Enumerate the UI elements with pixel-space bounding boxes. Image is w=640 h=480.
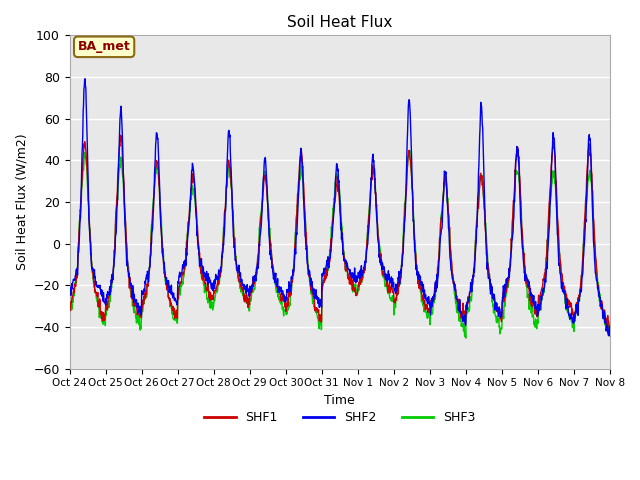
SHF3 [246, 295, 254, 301]
SHF1 [66, 301, 74, 307]
SHF1 [603, 328, 611, 334]
SHF3 [495, 316, 502, 322]
SHF3 [186, 206, 194, 212]
Y-axis label: Soil Heat Flux (W/m2): Soil Heat Flux (W/m2) [15, 133, 28, 270]
SHF2 [66, 285, 74, 291]
SHF1 [173, 312, 181, 318]
SHF1 [117, 132, 125, 138]
Title: Soil Heat Flux: Soil Heat Flux [287, 15, 392, 30]
SHF1 [542, 255, 550, 261]
SHF2 [542, 273, 550, 279]
Line: SHF3: SHF3 [70, 151, 610, 338]
SHF3 [66, 312, 74, 317]
SHF2 [81, 76, 89, 82]
SHF3 [606, 328, 614, 334]
SHF2 [173, 302, 181, 308]
SHF2 [424, 295, 432, 300]
Text: BA_met: BA_met [77, 40, 131, 53]
SHF2 [605, 333, 613, 339]
SHF1 [495, 310, 502, 315]
SHF2 [186, 203, 194, 208]
SHF2 [606, 326, 614, 332]
SHF3 [406, 148, 413, 154]
SHF1 [186, 199, 194, 204]
X-axis label: Time: Time [324, 394, 355, 407]
SHF1 [247, 290, 255, 296]
SHF1 [606, 324, 614, 329]
SHF3 [462, 335, 470, 341]
SHF2 [247, 288, 255, 294]
SHF3 [543, 259, 550, 264]
Line: SHF2: SHF2 [70, 79, 610, 336]
SHF1 [424, 310, 432, 315]
SHF2 [495, 313, 502, 319]
SHF3 [173, 316, 180, 322]
SHF3 [424, 310, 432, 316]
Line: SHF1: SHF1 [70, 135, 610, 331]
Legend: SHF1, SHF2, SHF3: SHF1, SHF2, SHF3 [199, 406, 480, 429]
